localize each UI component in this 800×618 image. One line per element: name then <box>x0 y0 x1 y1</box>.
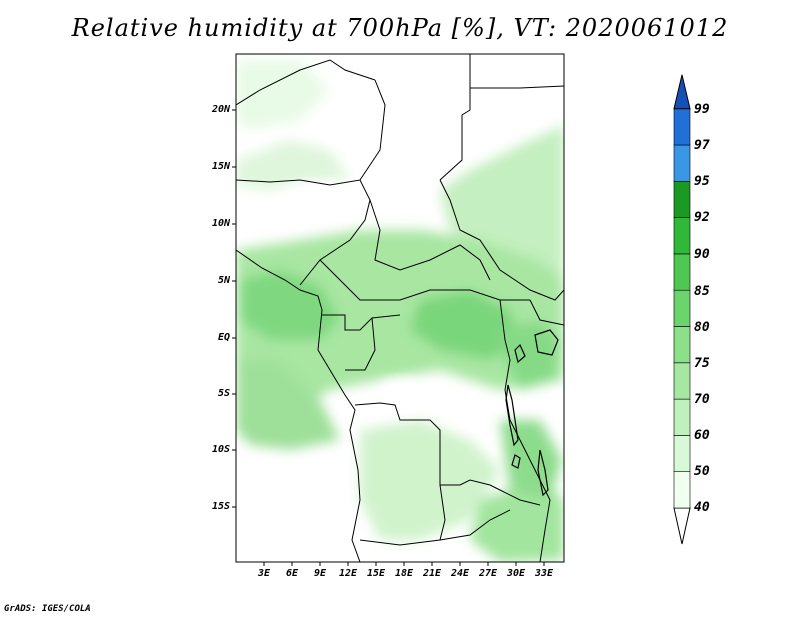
colorbar-label-80: 80 <box>694 320 710 335</box>
colorbar-label-40: 40 <box>694 500 710 515</box>
dry-pocket-north <box>280 182 360 218</box>
border-namibia <box>359 509 511 546</box>
lake-albert <box>514 343 526 364</box>
colorbar-swatch-85 <box>673 253 691 291</box>
border-upper-right <box>470 85 564 89</box>
lat-label-5n: 5N <box>217 275 230 286</box>
lon-label-3e: 3E <box>257 568 271 579</box>
lat-label-10n: 10N <box>211 218 230 229</box>
field-region-south <box>360 420 500 540</box>
field-region-equatorial <box>236 230 564 440</box>
colorbar-swatch-50 <box>673 435 691 472</box>
lake-malawi <box>537 449 549 497</box>
border-angola-zambia <box>439 470 501 491</box>
lon-label-30e: 30E <box>506 568 526 579</box>
lon-label-33e: 33E <box>534 568 554 579</box>
colorbar-swatch-92 <box>673 181 691 218</box>
field-region-ocean-sw <box>236 360 340 450</box>
humidity-field <box>236 54 564 562</box>
field-region-se <box>470 480 564 562</box>
lakes <box>505 329 559 497</box>
colorbar-label-97: 97 <box>694 138 710 153</box>
border-chad-libya <box>359 79 386 181</box>
colorbar-arrow-top <box>673 74 691 110</box>
footer-credit: GrADS: IGES/COLA <box>4 604 91 614</box>
colorbar-arrow-bottom <box>673 507 691 545</box>
border-coastline-west <box>236 249 361 562</box>
colorbar <box>673 74 691 545</box>
lon-label-9e: 9E <box>313 568 327 579</box>
colorbar-swatch-80 <box>673 289 691 327</box>
border-zambia-malawi <box>499 489 541 506</box>
border-uganda-kenya <box>529 299 564 326</box>
country-borders <box>236 54 564 562</box>
border-cameroon-gabon <box>322 314 401 331</box>
field-region-congo <box>410 290 520 360</box>
lake-tanganyika <box>505 384 519 447</box>
lon-label-6e: 6E <box>285 568 299 579</box>
colorbar-label-95: 95 <box>694 174 710 189</box>
lat-label-20n: 20N <box>211 104 230 115</box>
lon-label-15e: 15E <box>366 568 386 579</box>
colorbar-swatch-97 <box>673 108 691 146</box>
lat-label-15s: 15S <box>211 501 230 512</box>
lon-label-12e: 12E <box>338 568 358 579</box>
border-congo <box>345 317 376 371</box>
colorbar-label-50: 50 <box>694 464 710 479</box>
lon-label-18e: 18E <box>394 568 414 579</box>
lake-mweru <box>511 454 521 469</box>
border-angola-north <box>354 402 441 470</box>
border-egypt-sudan <box>439 54 471 181</box>
lon-label-21e: 21E <box>422 568 442 579</box>
border-niger-algeria <box>236 59 376 106</box>
colorbar-swatch-40 <box>673 471 691 509</box>
lake-victoria <box>534 329 559 356</box>
colorbar-label-85: 85 <box>694 284 710 299</box>
border-mozambique <box>519 439 551 562</box>
colorbar-swatch-60 <box>673 398 691 436</box>
colorbar-label-90: 90 <box>694 247 710 262</box>
lon-label-24e: 24E <box>450 568 470 579</box>
map-frame <box>235 53 565 563</box>
field-region-gulf <box>240 270 340 340</box>
field-region-north <box>236 140 350 190</box>
map-title: Relative humidity at 700hPa [%], VT: 202… <box>71 14 729 42</box>
lat-ticks <box>232 109 236 508</box>
lon-ticks <box>263 562 545 566</box>
lat-label-15n: 15N <box>211 161 230 172</box>
colorbar-label-92: 92 <box>694 210 710 225</box>
dry-pocket <box>378 379 422 411</box>
lat-label-5s: 5S <box>217 388 230 399</box>
colorbar-swatch-95 <box>673 144 691 182</box>
colorbar-swatch-75 <box>673 326 691 364</box>
border-nigeria <box>236 179 371 286</box>
colorbar-label-60: 60 <box>694 428 710 443</box>
border-sudan <box>439 179 564 301</box>
border-chad-car <box>369 199 491 281</box>
border-angola-inner <box>439 484 446 541</box>
colorbar-label-99: 99 <box>694 102 710 117</box>
colorbar-label-75: 75 <box>694 356 710 371</box>
border-drc-east <box>499 299 521 441</box>
colorbar-swatch-70 <box>673 362 691 400</box>
colorbar-label-70: 70 <box>694 392 710 407</box>
field-region-lakes <box>500 320 560 390</box>
field-region-light <box>236 60 330 130</box>
lat-label-10s: 10S <box>211 444 230 455</box>
colorbar-swatch-90 <box>673 217 691 255</box>
border-car-drc <box>319 259 530 301</box>
lat-label-eq: EQ <box>217 332 230 343</box>
lon-label-27e: 27E <box>478 568 498 579</box>
